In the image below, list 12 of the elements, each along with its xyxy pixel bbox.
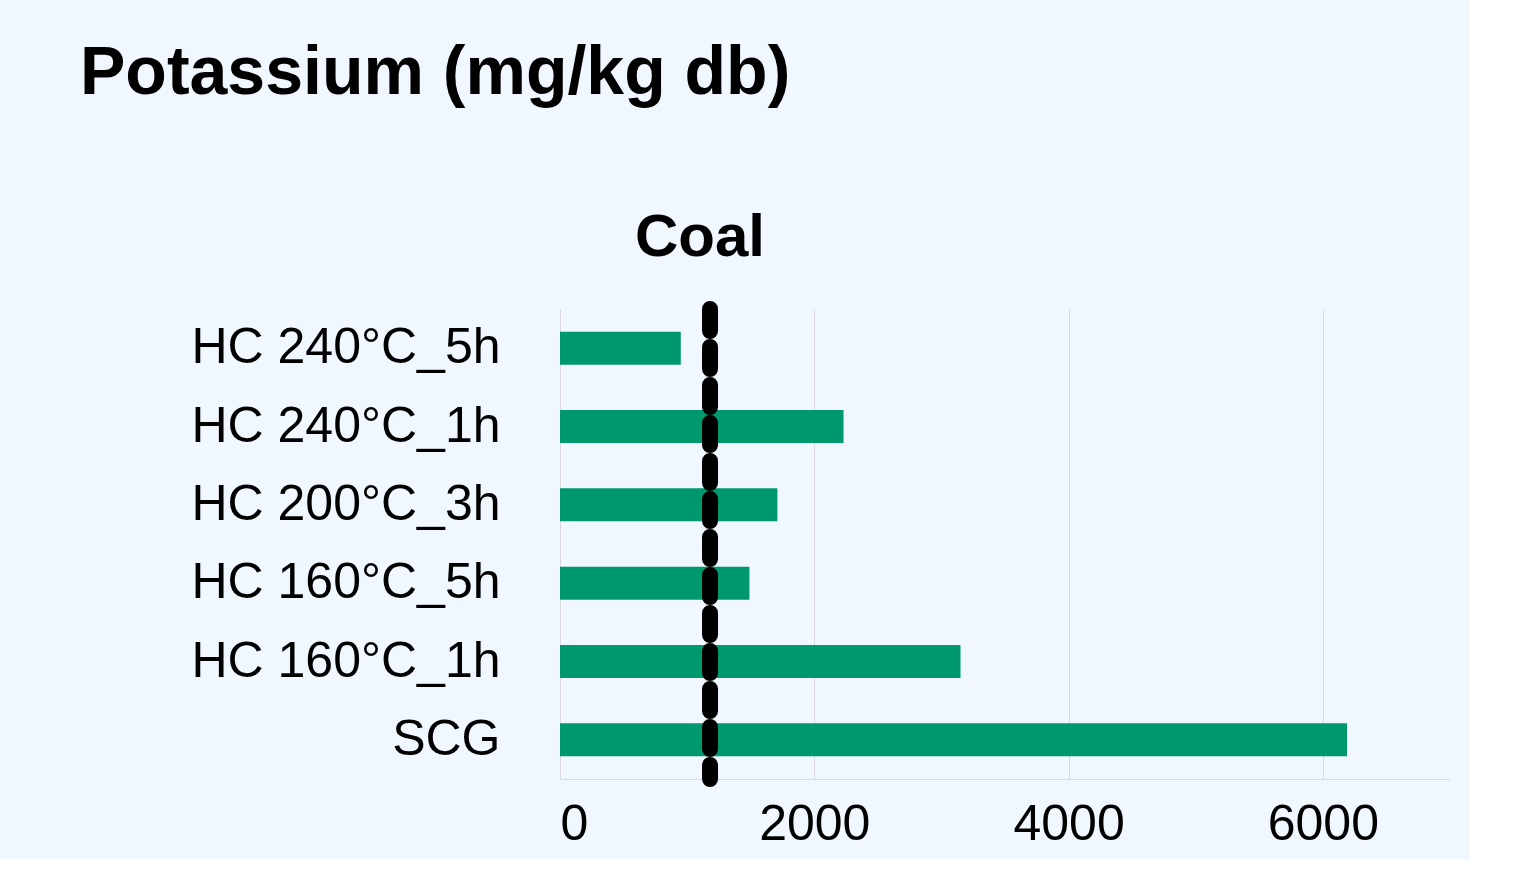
y-tick-label: SCG <box>392 709 501 766</box>
y-tick-label: HC 240°C_1h <box>191 396 501 453</box>
chart-title: Potassium (mg/kg db) <box>80 32 791 108</box>
x-tick-label: 4000 <box>1013 794 1125 851</box>
x-tick-label: 2000 <box>759 794 871 851</box>
y-tick-label: HC 160°C_1h <box>191 631 501 688</box>
x-tick-label: 6000 <box>1267 794 1379 851</box>
y-tick-label: HC 200°C_3h <box>191 474 501 531</box>
y-tick-label: HC 160°C_5h <box>191 553 501 610</box>
y-tick-label: HC 240°C_5h <box>191 318 501 375</box>
ref-line-label: Coal <box>635 202 766 269</box>
x-tick-label: 0 <box>560 794 589 851</box>
